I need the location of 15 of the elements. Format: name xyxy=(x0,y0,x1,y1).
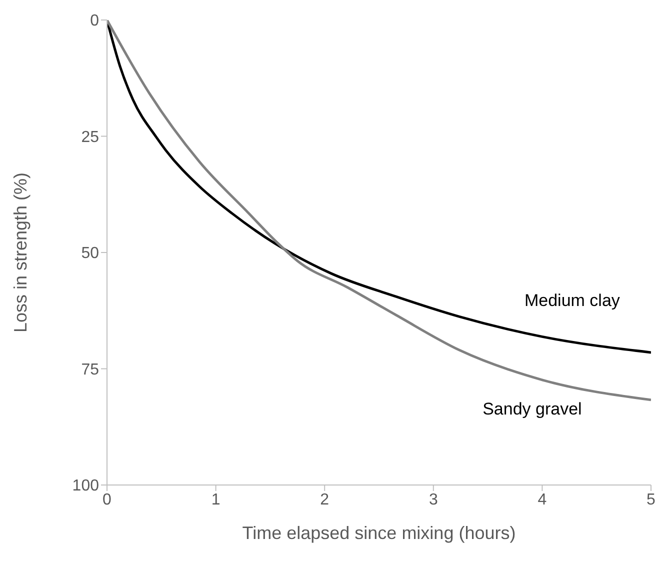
y-axis-title: Loss in strength (%) xyxy=(10,172,30,333)
x-tick-label: 2 xyxy=(320,491,330,508)
y-tick-label: 0 xyxy=(90,12,100,30)
x-axis-title: Time elapsed since mixing (hours) xyxy=(242,523,516,543)
y-tick-label: 75 xyxy=(81,361,100,378)
x-tick-label: 3 xyxy=(428,491,438,508)
x-tick-label: 5 xyxy=(646,491,656,508)
y-tick-label: 50 xyxy=(81,245,100,262)
x-tick-label: 4 xyxy=(538,491,547,508)
y-tick-label: 25 xyxy=(81,128,100,146)
x-tick-label: 1 xyxy=(211,491,220,508)
x-tick-label: 0 xyxy=(102,491,112,508)
y-tick-label: 100 xyxy=(72,478,100,495)
series-label: Sandy gravel xyxy=(482,399,582,418)
series-label: Medium clay xyxy=(524,291,620,310)
